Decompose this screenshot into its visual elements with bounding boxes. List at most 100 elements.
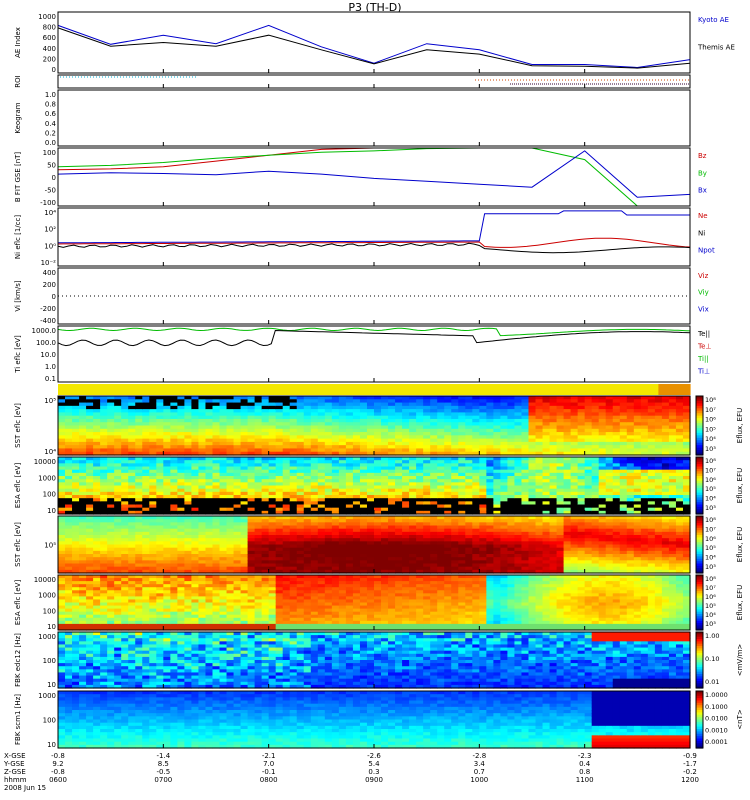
spectro-cell bbox=[359, 445, 368, 450]
spectro-cell bbox=[359, 476, 368, 480]
spectro-cell bbox=[619, 476, 628, 480]
spectro-cell bbox=[170, 432, 178, 436]
spectro-cell bbox=[205, 402, 214, 407]
spectro-cell bbox=[556, 425, 565, 430]
spectro-cell bbox=[366, 510, 375, 515]
spectro-cell bbox=[605, 501, 614, 506]
spectro-cell bbox=[219, 399, 228, 404]
spectro-cell bbox=[310, 428, 319, 433]
spectro-cell bbox=[93, 547, 101, 552]
spectro-cell bbox=[156, 409, 164, 413]
spectro-cell bbox=[338, 491, 347, 496]
spectro-cell bbox=[114, 409, 122, 413]
spectro-cell bbox=[472, 498, 480, 502]
spectro-cell bbox=[282, 412, 291, 417]
spectro-cell bbox=[668, 504, 677, 509]
spectro-cell bbox=[156, 466, 164, 471]
spectro-cell bbox=[240, 412, 249, 417]
spectro-cell bbox=[619, 510, 628, 515]
spectro-cell bbox=[366, 469, 375, 474]
spectro-cell bbox=[402, 466, 410, 471]
spectro-cell bbox=[521, 507, 530, 512]
spectro-cell bbox=[584, 441, 593, 446]
spectro-cell bbox=[402, 396, 410, 400]
spectro-cell bbox=[423, 498, 431, 502]
spectro-cell bbox=[65, 541, 73, 546]
spectro-cell bbox=[65, 538, 73, 542]
spectro-cell bbox=[381, 469, 389, 474]
spectro-cell bbox=[374, 418, 382, 423]
spectro-cell bbox=[465, 485, 473, 490]
spectro-cell bbox=[654, 482, 663, 487]
spectro-cell bbox=[528, 432, 537, 436]
spectro-cell bbox=[254, 469, 263, 474]
spectro-cell bbox=[226, 445, 235, 450]
spectro-cell bbox=[58, 485, 66, 490]
spectro-cell bbox=[395, 476, 403, 480]
spectro-cell bbox=[254, 510, 263, 515]
spectro-cell bbox=[226, 507, 235, 512]
spectro-cell bbox=[331, 507, 340, 512]
spectro-cell bbox=[247, 428, 256, 433]
spectro-cell bbox=[338, 435, 347, 440]
spectro-cell bbox=[317, 472, 326, 477]
spectro-cell bbox=[93, 501, 101, 506]
spectro-cell bbox=[128, 405, 136, 410]
spectro-cell bbox=[345, 396, 354, 400]
spectro-cell bbox=[423, 425, 431, 430]
spectro-cell bbox=[423, 472, 431, 477]
spectro-cell bbox=[542, 498, 551, 502]
spectro-cell bbox=[177, 428, 185, 433]
spectro-cell bbox=[345, 438, 354, 443]
spectro-cell bbox=[577, 498, 586, 502]
spectro-cell bbox=[233, 510, 242, 515]
spectro-cell bbox=[58, 482, 66, 487]
spectro-cell bbox=[205, 422, 214, 427]
spectro-cell bbox=[128, 519, 136, 523]
spectro-cell bbox=[409, 425, 417, 430]
spectro-cell bbox=[170, 557, 178, 561]
spectro-cell bbox=[605, 422, 614, 427]
spectro-cell bbox=[163, 507, 171, 512]
spectro-cell bbox=[72, 535, 80, 539]
spectro-cell bbox=[79, 507, 87, 512]
spectro-cell bbox=[240, 507, 249, 512]
spectro-cell bbox=[465, 412, 473, 417]
spectro-cell bbox=[100, 554, 108, 558]
spectro-cell bbox=[577, 463, 586, 468]
spectro-cell bbox=[261, 538, 270, 542]
spectro-cell bbox=[661, 476, 670, 480]
spectro-cell bbox=[303, 510, 312, 515]
spectro-cell bbox=[577, 432, 586, 436]
spectro-cell bbox=[682, 402, 691, 407]
spectro-cell bbox=[289, 482, 298, 487]
spectro-cell bbox=[598, 415, 607, 420]
spectro-cell bbox=[395, 457, 403, 461]
spectro-cell bbox=[542, 460, 551, 464]
spectro-cell bbox=[633, 445, 642, 450]
spectro-cell bbox=[331, 482, 340, 487]
spectro-cell bbox=[303, 441, 312, 446]
spectro-cell bbox=[121, 557, 129, 561]
spectro-cell bbox=[374, 507, 382, 512]
spectro-cell bbox=[65, 412, 73, 417]
spectro-cell bbox=[86, 504, 94, 509]
spectro-cell bbox=[359, 472, 368, 477]
spectro-cell bbox=[268, 405, 277, 410]
spectro-cell bbox=[114, 522, 122, 527]
spectro-cell bbox=[289, 425, 298, 430]
spectro-cell bbox=[338, 504, 347, 509]
spectro-cell bbox=[668, 498, 677, 502]
spectro-cell bbox=[303, 412, 312, 417]
spectro-cell bbox=[675, 488, 684, 493]
spectro-cell bbox=[100, 438, 108, 443]
spectro-cell bbox=[135, 501, 143, 506]
spectro-cell bbox=[493, 445, 501, 450]
spectro-cell bbox=[303, 472, 312, 477]
spectro-cell bbox=[570, 479, 579, 483]
spectro-cell bbox=[500, 415, 509, 420]
spectro-cell bbox=[402, 457, 410, 461]
spectro-cell bbox=[465, 469, 473, 474]
spectro-cell bbox=[598, 399, 607, 404]
spectro-cell bbox=[289, 479, 298, 483]
